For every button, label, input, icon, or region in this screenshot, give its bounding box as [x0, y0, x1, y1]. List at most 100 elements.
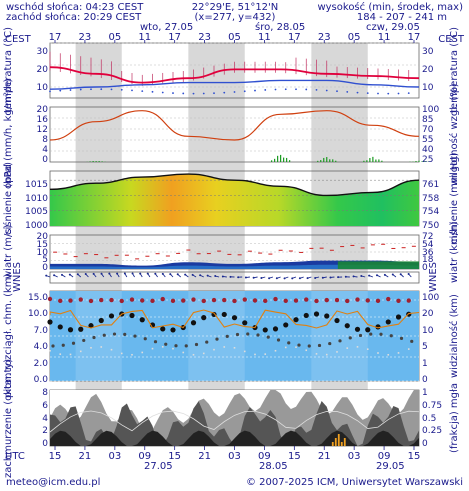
precip-bar [323, 157, 325, 162]
precip-bar [286, 157, 288, 162]
precip-bar [92, 161, 94, 162]
wind-tick-left: 20 [36, 232, 48, 242]
vis-dot [223, 346, 226, 348]
cloud-base-dot [354, 326, 361, 332]
night-bands [75, 43, 368, 446]
humidity-tick: 85 [422, 115, 434, 125]
cloud-top-dot [181, 298, 186, 303]
dew-dot [377, 92, 379, 95]
cloud-top-dot [263, 298, 268, 304]
wind-arrow-head [275, 277, 278, 280]
precip-bar [289, 160, 291, 162]
cloud-base-dot [385, 319, 391, 325]
cloud-base-dot [272, 326, 279, 332]
tz-utc: UTC [5, 451, 25, 462]
vis-dot [161, 346, 164, 348]
wind-arrow-head [68, 273, 71, 276]
top-hour-label: 17 [407, 32, 421, 43]
cloud-low-dot [174, 344, 178, 348]
vis-dot [366, 348, 369, 350]
vis-dot [387, 353, 390, 356]
dew-dot [172, 92, 174, 94]
cloud-low-dot [399, 336, 404, 340]
vis-dot [182, 351, 185, 354]
wind-arrow-head [260, 277, 263, 280]
cloud-low-dot [297, 343, 301, 347]
cloud-low-dot [369, 332, 373, 336]
precip-bar [317, 160, 319, 162]
bottom-hour-label: 03 [228, 451, 241, 462]
precip-panel [49, 110, 429, 162]
top-hour-label: 05 [108, 32, 122, 43]
wind-direction-panel [45, 272, 412, 280]
cloud-panel [49, 390, 420, 446]
cloud-top-dot [242, 297, 247, 302]
precip-bar [277, 155, 279, 162]
dew-dot [366, 92, 369, 95]
cloud-base-dot [395, 314, 402, 320]
cloud-base-dot [293, 317, 299, 323]
cloudbase-tick: 10.0 [27, 309, 48, 320]
bottom-hour-label: 21 [198, 451, 211, 462]
tz-right: CEST [438, 34, 464, 45]
footer-copyright: © 2007-2025 ICM, Uniwersytet Warszawski [246, 477, 463, 488]
precip-bar [418, 160, 420, 162]
pressure-tick-left: 1015 [25, 180, 48, 190]
precip-bar [335, 160, 337, 162]
wind-arrow-head [391, 273, 394, 276]
dew-dot [79, 88, 82, 91]
cloud-low-dot [164, 342, 168, 346]
cloud-top-dot [355, 297, 360, 302]
cloud-top-dot [119, 298, 124, 304]
cloud-low-dot [184, 344, 188, 348]
wind-arrow-head [244, 276, 247, 279]
top-hour-label: 23 [78, 32, 92, 43]
cloud-base-dot [108, 313, 115, 319]
wind-arrow-head [161, 272, 164, 275]
vis-dot [79, 350, 82, 353]
vis-dot [397, 352, 400, 354]
wind-arrow-head [214, 275, 217, 278]
dew-dot [336, 90, 338, 93]
wind-arrow-head [191, 273, 194, 276]
dew-dot [161, 91, 164, 94]
cloud-top-dot [211, 297, 217, 303]
dew-dot [315, 88, 318, 91]
cloud-low-dot [338, 339, 342, 343]
night-band-2 [311, 43, 368, 446]
dew-dot [110, 88, 113, 91]
cloud-base-dot [242, 320, 248, 326]
cloud-low-dot [92, 335, 96, 340]
pressure-panel [49, 173, 420, 226]
wind-tick-right: 72 [422, 232, 434, 242]
footer-email[interactable]: meteo@icm.edu.pl [6, 477, 101, 488]
wind-tick-right: 18 [422, 255, 434, 266]
precip-bar [378, 159, 380, 162]
cloud-low-dot [143, 337, 147, 341]
cloud-base-dot [190, 320, 197, 326]
cloud-low-dot [71, 341, 76, 345]
cloud-base-dot [375, 324, 381, 330]
cloud-top-dot [304, 297, 309, 302]
wind-arrow-head [108, 272, 111, 275]
precip-bar [280, 154, 282, 162]
top-hour-label: 17 [287, 32, 301, 43]
humidity-tick: 25 [422, 155, 434, 165]
cloud-top-dot [58, 298, 63, 304]
cloud-top-dot [273, 296, 278, 302]
bottom-date-2: 28.05 [259, 461, 288, 472]
cloud-base-dot [67, 327, 74, 333]
temp-tick-right: 20 [422, 65, 434, 75]
wind-arrow-head [314, 276, 317, 279]
wind-arrow-head [368, 274, 371, 277]
day-label-3: czw, 29.05 [366, 22, 420, 33]
cloudbase-tick: 15.0 [27, 293, 48, 303]
cloud-base-dot [262, 327, 268, 333]
cloud-base-dot [88, 323, 94, 329]
bottom-hour-label: 09 [138, 451, 152, 462]
vis-dot [254, 353, 256, 356]
wind-arrow-head [184, 273, 187, 276]
precip-tick: 16 [36, 115, 48, 125]
cloud-top-dot [109, 297, 114, 303]
vis-dot [377, 352, 379, 354]
